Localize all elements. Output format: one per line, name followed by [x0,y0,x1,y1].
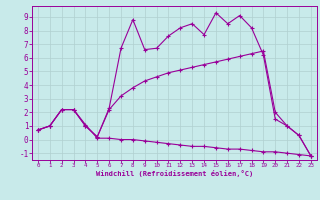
X-axis label: Windchill (Refroidissement éolien,°C): Windchill (Refroidissement éolien,°C) [96,170,253,177]
